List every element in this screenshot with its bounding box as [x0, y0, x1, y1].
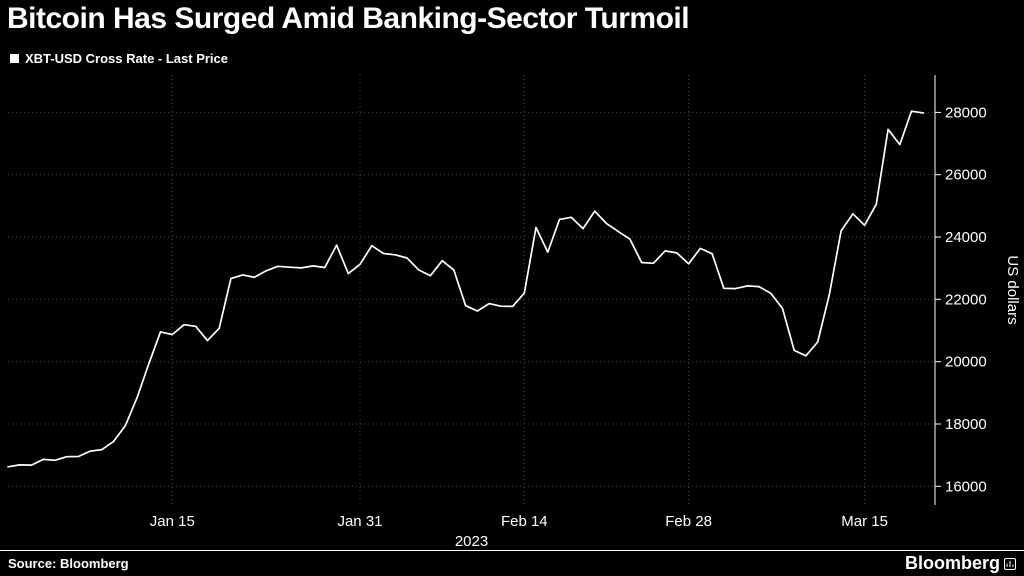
y-tick-label: 24000 [945, 229, 987, 246]
y-tick-label: 22000 [945, 291, 987, 308]
legend-swatch [10, 54, 19, 63]
source-label: Source: Bloomberg [8, 556, 129, 571]
bloomberg-terminal-icon [1004, 557, 1016, 570]
footer: Source: Bloomberg Bloomberg [0, 551, 1024, 576]
price-line [7, 110, 925, 468]
y-tick-label: 16000 [945, 478, 987, 495]
chart-title: Bitcoin Has Surged Amid Banking-Sector T… [7, 2, 690, 35]
legend-label: XBT-USD Cross Rate - Last Price [25, 51, 229, 66]
x-tick-label: Jan 31 [337, 513, 382, 530]
x-tick-label: Jan 15 [150, 513, 195, 530]
bloomberg-logo: Bloomberg [905, 553, 1016, 574]
legend: XBT-USD Cross Rate - Last Price [10, 51, 228, 66]
x-tick-label: Feb 28 [665, 513, 712, 530]
bloomberg-wordmark: Bloomberg [904, 553, 1000, 573]
y-tick-label: 28000 [945, 104, 987, 121]
y-tick-label: 18000 [945, 416, 987, 433]
y-tick-label: 26000 [945, 167, 987, 184]
y-axis-title: US dollars [1004, 255, 1021, 324]
x-axis-title: 2023 [455, 533, 488, 550]
footer-divider [0, 550, 1024, 551]
x-tick-label: Feb 14 [501, 513, 548, 530]
x-tick-label: Mar 15 [841, 513, 888, 530]
y-tick-label: 20000 [945, 354, 987, 371]
